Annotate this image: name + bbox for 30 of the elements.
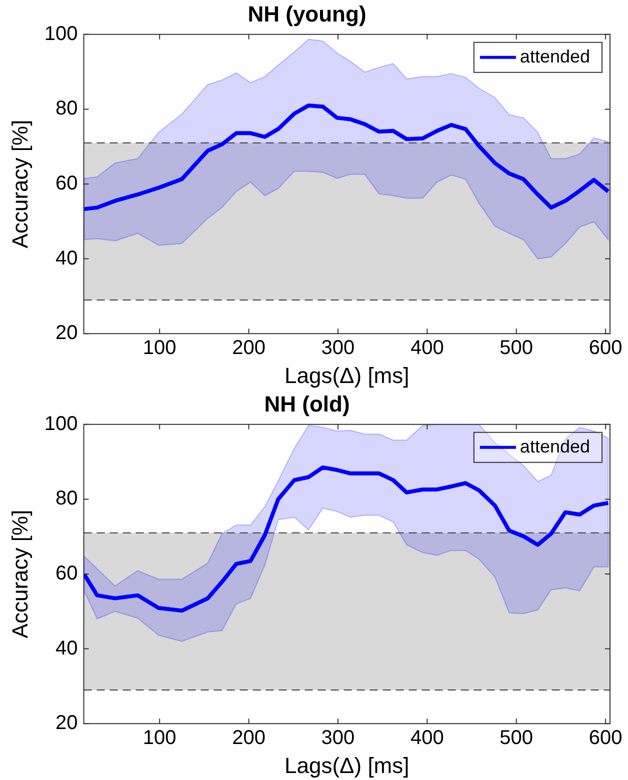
y-tick-label: 40 [56, 637, 78, 660]
y-tick-label: 80 [56, 488, 78, 510]
x-tick-label: 300 [321, 337, 355, 360]
x-tick-label: 100 [142, 727, 176, 750]
x-tick-label: 600 [588, 727, 622, 750]
y-tick-label: 100 [44, 412, 78, 435]
chart-title: NH (young) [248, 1, 366, 26]
x-tick-label: 600 [588, 337, 622, 360]
x-tick-label: 500 [500, 727, 534, 750]
y-tick-label: 20 [56, 712, 78, 734]
x-tick-label: 200 [232, 727, 266, 750]
y-tick-label: 60 [56, 562, 78, 585]
x-axis-title: Lags(Δ) [ms] [284, 752, 410, 778]
x-tick-label: 300 [321, 727, 355, 750]
y-tick-label: 20 [56, 322, 78, 344]
x-tick-label: 400 [410, 337, 444, 360]
x-tick-label: 400 [410, 727, 444, 750]
y-tick-label: 80 [56, 98, 78, 120]
y-axis-title: Accuracy [%] [7, 120, 32, 248]
y-tick-label: 40 [56, 247, 78, 270]
y-tick-label: 60 [56, 172, 78, 195]
legend-label: attended [520, 436, 590, 456]
x-tick-label: 200 [232, 337, 266, 360]
legend-label: attended [520, 46, 590, 66]
x-axis-title: Lags(Δ) [ms] [284, 362, 410, 388]
x-tick-label: 100 [142, 337, 176, 360]
y-axis-title: Accuracy [%] [7, 510, 32, 638]
x-tick-label: 500 [500, 337, 534, 360]
chart-title: NH (old) [264, 391, 350, 416]
y-tick-label: 100 [44, 22, 78, 45]
